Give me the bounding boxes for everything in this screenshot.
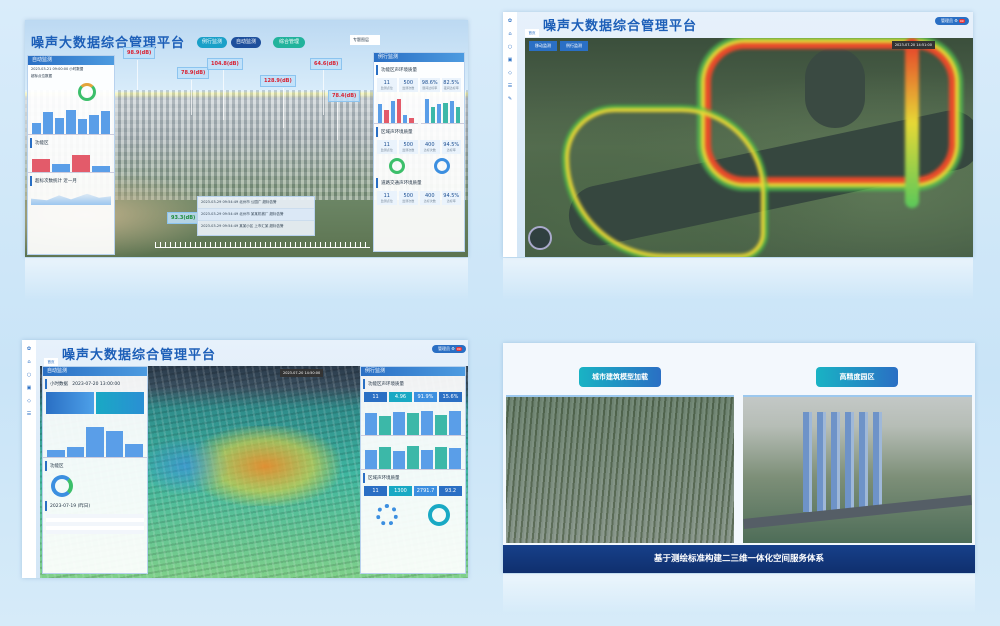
user-button[interactable]: 管理员 ⚙ 99 — [935, 17, 969, 25]
menu-icon[interactable]: ☰ — [26, 411, 32, 417]
timeline-slider[interactable] — [155, 242, 370, 248]
noise-tag[interactable]: 98.9(dB) — [123, 47, 156, 59]
auto-monitoring-panel: 自动监测 2023-03-21 09:00:00 小时数据 超标点位数据 功能区… — [27, 55, 115, 255]
nav-routine-monitoring[interactable]: 例行监测 — [197, 37, 227, 48]
menu-icon[interactable]: ▣ — [507, 57, 513, 63]
screenshot-3d-city-monitoring: 噪声大数据综合管理平台 例行监测 自动监测 综合管理 专题图层 98.9(dB)… — [25, 20, 468, 257]
noise-tag[interactable]: 93.3(dB) — [167, 212, 200, 224]
tab-home[interactable]: 首页 — [525, 29, 539, 37]
home-icon[interactable]: ⌂ — [508, 31, 512, 37]
platform-title: 噪声大数据综合管理平台 — [62, 348, 217, 363]
notification-badge: 99 — [455, 347, 462, 351]
home-icon[interactable]: ⌂ — [27, 359, 31, 365]
menu-icon[interactable]: ○ — [507, 44, 513, 50]
nav-management[interactable]: 综合管理 — [273, 37, 305, 48]
menu-icon[interactable]: ▣ — [26, 385, 32, 391]
alert-list: 2023-03-29 09:54:49 北州市 公园广 超标告警 2023-03… — [197, 196, 315, 236]
user-button[interactable]: 管理员 ⚙ 99 — [432, 345, 466, 353]
screenshot-3d-noise-grid: ✿ ⌂ ○ ▣ ◇ ☰ 噪声大数据综合管理平台 管理员 ⚙ 99 首页 2023-07-20… — [22, 340, 468, 578]
screenshot-noise-heatmap: ✿ ⌂ ○ ▣ ◇ ☰ ✎ 噪声大数据综合管理平台 管理员 ⚙ 99 首页 移动监测 例行监测… — [503, 12, 973, 257]
menu-icon[interactable]: ◇ — [508, 70, 512, 76]
satellite-map[interactable]: 移动监测 例行监测 2023-07-20 14:51:00 — [525, 38, 973, 257]
datetime-display: 2023-07-20 14:51:00 — [891, 41, 935, 49]
logo-icon: ✿ — [507, 18, 513, 24]
high-precision-park-button[interactable]: 高精度园区 — [816, 367, 898, 387]
noise-tag[interactable]: 64.6(dB) — [310, 58, 343, 70]
menu-icon[interactable]: ○ — [26, 372, 32, 378]
logo-icon: ✿ — [26, 346, 32, 352]
routine-monitoring-panel: 例行监测 功能区声环境质量 11 监测点位 500 监测次数 98.6% 昼间达标率 … — [373, 52, 465, 252]
tab-home[interactable]: 首页 — [44, 358, 58, 366]
noise-tag[interactable]: 78.9(dB) — [177, 67, 210, 79]
noise-tag[interactable]: 104.8(dB) — [207, 58, 243, 70]
screenshot-3d-building-models: 城市建筑模型加载 高精度园区 基于测绘标准构建二三维一体化空间服务体系 — [503, 343, 975, 573]
city-model-view[interactable] — [506, 395, 734, 543]
caption-bar: 基于测绘标准构建二三维一体化空间服务体系 — [503, 545, 975, 573]
datetime-display: 2023-07-20 14:50:00 — [280, 369, 324, 377]
menu-icon[interactable]: ◇ — [27, 398, 31, 404]
map-tab-routine[interactable]: 例行监测 — [560, 41, 588, 51]
platform-title: 噪声大数据综合管理平台 — [543, 19, 698, 34]
platform-title: 噪声大数据综合管理平台 — [31, 36, 186, 51]
notification-badge: 99 — [958, 19, 965, 23]
layer-select[interactable]: 专题图层 — [350, 35, 380, 45]
map-tab-mobile[interactable]: 移动监测 — [529, 41, 557, 51]
menu-icon[interactable]: ☰ — [507, 83, 513, 89]
park-model-view[interactable] — [743, 395, 972, 543]
routine-monitoring-panel: 例行监测 功能区声环境质量 11 4.96 91.9% 15.6% 区域声环境质… — [360, 366, 466, 574]
menu-icon[interactable]: ✎ — [507, 96, 513, 102]
noise-tag[interactable]: 128.9(dB) — [260, 75, 296, 87]
auto-monitoring-panel: 自动监测 小时数据 2023-07-20 13:00:00 功能区 2023-0… — [42, 366, 148, 574]
nav-auto-monitoring[interactable]: 自动监测 — [231, 37, 261, 48]
noise-tag[interactable]: 78.4(dB) — [328, 90, 361, 102]
compass-control[interactable] — [528, 226, 552, 250]
city-building-model-button[interactable]: 城市建筑模型加载 — [579, 367, 661, 387]
